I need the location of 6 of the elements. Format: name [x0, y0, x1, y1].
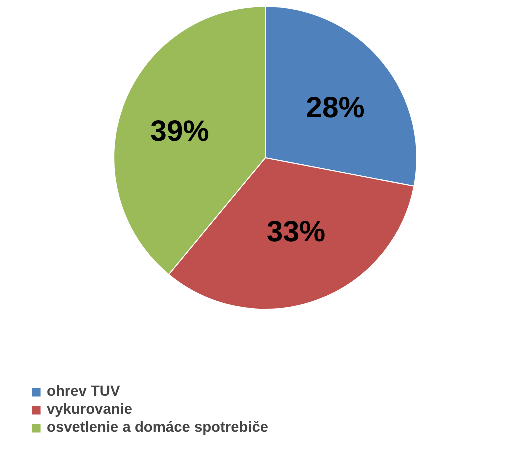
data-label: 28% [306, 91, 365, 124]
legend-label: ohrev TUV [47, 384, 120, 400]
legend-label: vykurovanie [47, 402, 133, 418]
legend-label: osvetlenie a domáce spotrebiče [47, 420, 269, 436]
data-label: 39% [150, 114, 210, 148]
data-label: 33% [266, 216, 326, 249]
